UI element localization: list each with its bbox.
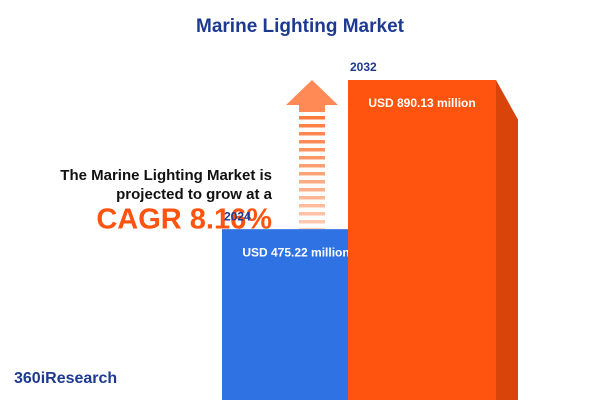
arrow-stripe	[299, 164, 325, 168]
arrow-stripe	[299, 204, 325, 208]
arrow-stripe	[299, 180, 325, 184]
value-label: USD 890.13 million	[368, 96, 475, 110]
arrow-stripe	[299, 156, 325, 160]
brand: 360iResearch	[14, 370, 117, 387]
annotation-line: projected to grow at a	[116, 186, 273, 203]
arrow-stripe	[299, 212, 325, 216]
arrow-stripe	[299, 140, 325, 144]
bar	[222, 229, 370, 400]
value-label: USD 475.22 million	[242, 245, 349, 259]
bar-side	[496, 80, 518, 400]
arrow-stripe	[299, 116, 325, 120]
arrow-stripe	[299, 172, 325, 176]
arrow-stripe	[299, 196, 325, 200]
year-label: 2032	[350, 60, 377, 74]
arrow-stripe	[299, 148, 325, 152]
arrow-stripe	[299, 132, 325, 136]
arrow-stripe	[299, 188, 325, 192]
year-label: 2024	[224, 209, 251, 223]
arrow-stripe	[299, 220, 325, 224]
arrow-stripe	[299, 124, 325, 128]
annotation-line: The Marine Lighting Market is	[60, 167, 272, 184]
bar	[348, 80, 496, 400]
chart-title: Marine Lighting Market	[196, 16, 405, 37]
